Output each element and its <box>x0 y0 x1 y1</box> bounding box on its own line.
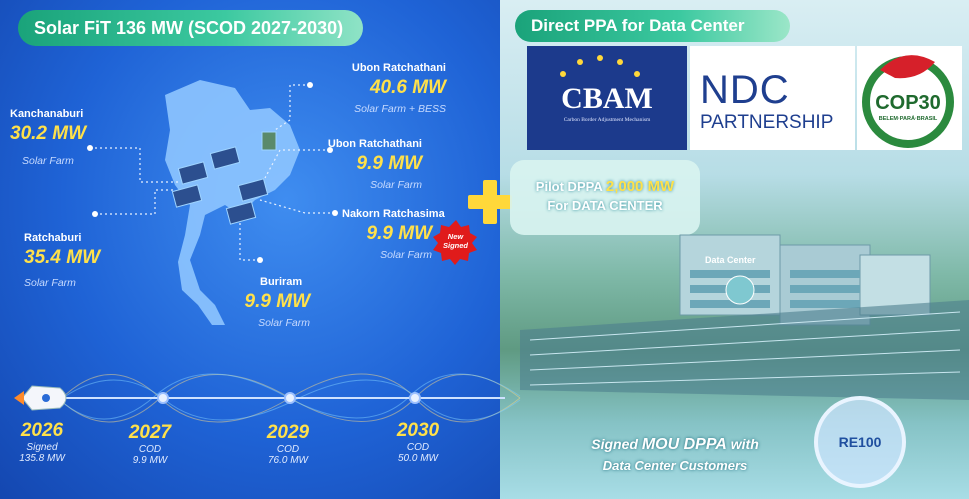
site-name: Buriram <box>238 276 310 288</box>
mou-line2: Data Center Customers <box>570 458 780 473</box>
badge-line: New <box>433 232 478 241</box>
site-name: Ratchaburi <box>24 232 100 244</box>
timeline-capacity: 76.0 MW <box>258 455 318 466</box>
site-capacity: 9.9 MW <box>342 223 432 245</box>
timeline-item: 2029 COD 76.0 MW <box>258 422 318 466</box>
cop-logo-text: COP30 <box>866 92 950 115</box>
site-capacity: 9.9 MW <box>238 291 310 313</box>
slide: Solar FiT 136 MW (SCOD 2027-2030) Direct… <box>0 0 969 499</box>
pilot-label: Pilot DPPA <box>536 179 602 194</box>
timeline-capacity: 135.8 MW <box>12 453 72 464</box>
pilot-line: Pilot DPPA 2,000 MW <box>510 178 700 195</box>
site-name: Ubon Ratchathani <box>318 138 422 150</box>
new-signed-badge: New Signed <box>433 232 478 250</box>
right-title: Direct PPA for Data Center <box>515 10 790 42</box>
building-sign: Data Center <box>705 255 756 265</box>
timeline-capacity: 50.0 MW <box>388 453 448 464</box>
site-type: Solar Farm <box>318 179 422 191</box>
timeline-status: COD <box>258 444 318 455</box>
re100-label: RE100 <box>816 434 904 450</box>
timeline-year: 2029 <box>258 422 318 444</box>
site-capacity: 30.2 MW <box>10 123 86 145</box>
mou-line: Signed MOU DPPA with <box>570 436 780 454</box>
timeline-status: COD <box>120 444 180 455</box>
site-type: Solar Farm <box>22 155 86 167</box>
site-type: Solar Farm <box>342 249 432 261</box>
cbam-caption: Carbon Border Adjustment Mechanism <box>527 117 687 123</box>
timeline-item: 2027 COD 9.9 MW <box>120 422 180 466</box>
timeline-status: Signed <box>12 442 72 453</box>
site-type: Solar Farm <box>238 317 310 329</box>
timeline-capacity: 9.9 MW <box>120 455 180 466</box>
site: Ubon Ratchathani 40.6 MW Solar Farm + BE… <box>318 62 446 115</box>
site-capacity: 35.4 MW <box>24 247 100 269</box>
site-type: Solar Farm + BESS <box>318 103 446 115</box>
site: Buriram 9.9 MW Solar Farm <box>238 276 310 329</box>
rocket-icon <box>14 386 66 410</box>
timeline-year: 2027 <box>120 422 180 444</box>
site-capacity: 40.6 MW <box>318 77 446 99</box>
mou-emphasis: MOU DPPA <box>642 436 727 453</box>
cop-subtitle: BELEM·PARÁ·BRASIL <box>866 116 950 122</box>
left-title: Solar FiT 136 MW (SCOD 2027-2030) <box>18 10 363 46</box>
site: Kanchanaburi 30.2 MW Solar Farm <box>10 108 86 167</box>
timeline-item: 2030 COD 50.0 MW <box>388 420 448 464</box>
mou-suffix: with <box>731 436 759 452</box>
site-name: Ubon Ratchathani <box>318 62 446 74</box>
pilot-subtitle: For DATA CENTER <box>510 198 700 213</box>
pilot-capacity: 2,000 MW <box>606 178 674 195</box>
site: Nakorn Ratchasima 9.9 MW Solar Farm <box>342 208 432 261</box>
site-type: Solar Farm <box>24 277 100 289</box>
site: Ratchaburi 35.4 MW Solar Farm <box>24 232 100 289</box>
timeline-status: COD <box>388 442 448 453</box>
timeline-year: 2026 <box>12 420 72 442</box>
timeline-item: 2026 Signed 135.8 MW <box>12 420 72 464</box>
timeline-year: 2030 <box>388 420 448 442</box>
site-capacity: 9.9 MW <box>318 153 422 175</box>
body: Solar FiT 136 MW (SCOD 2027-2030) Direct… <box>0 0 969 499</box>
plus-sign <box>468 180 512 224</box>
site-name: Nakorn Ratchasima <box>342 208 432 220</box>
mou-prefix: Signed <box>591 436 638 452</box>
cbam-logo-text: CBAM <box>527 82 687 116</box>
site-name: Kanchanaburi <box>10 108 86 120</box>
page: Solar FiT and Direct PPA {"left_panel": … <box>0 0 969 499</box>
badge-line: Signed <box>433 241 478 250</box>
ndc-logo-text: NDC <box>700 68 850 113</box>
ndc-subtitle: PARTNERSHIP <box>700 112 850 134</box>
site: Ubon Ratchathani 9.9 MW Solar Farm <box>318 138 422 191</box>
